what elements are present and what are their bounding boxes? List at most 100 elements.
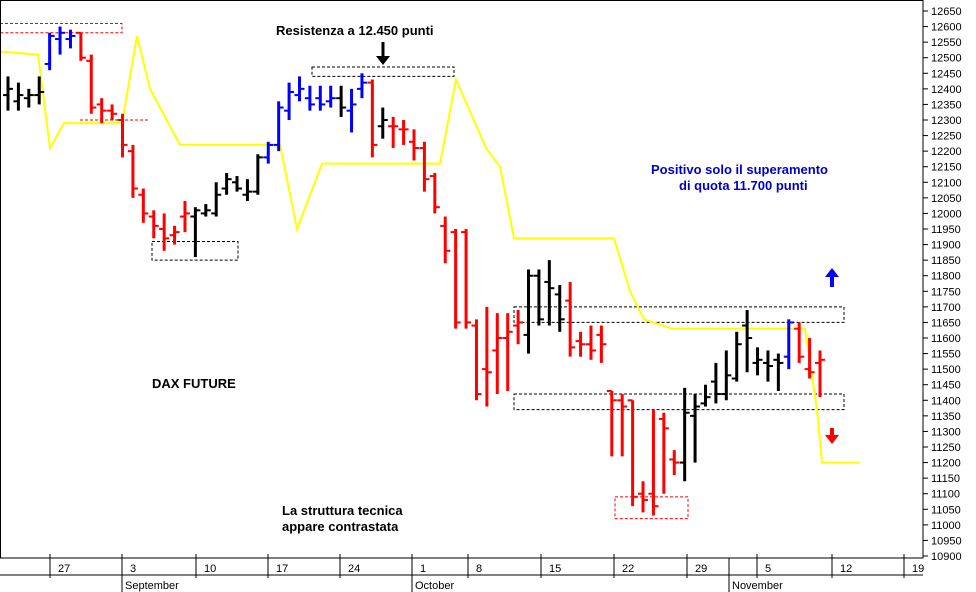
y-tick-label: 12450 xyxy=(931,68,962,80)
y-tick-label: 12050 xyxy=(931,193,962,205)
ohlc-bar xyxy=(429,172,440,214)
y-tick-label: 11250 xyxy=(931,442,961,454)
y-tick-label: 12350 xyxy=(931,99,962,111)
y-tick-label: 11650 xyxy=(931,317,961,329)
ohlc-bar xyxy=(232,176,243,192)
chart-title: DAX FUTURE xyxy=(152,376,236,391)
ohlc-bar xyxy=(190,207,201,258)
x-tick-label: 15 xyxy=(549,563,561,575)
x-tick-label: 27 xyxy=(58,563,70,575)
ohlc-bar xyxy=(211,182,222,217)
y-tick-label: 11350 xyxy=(931,411,961,423)
y-tick-label: 11200 xyxy=(931,458,961,470)
ohlc-bar xyxy=(3,76,13,111)
ohlc-bar xyxy=(523,269,534,354)
ohlc-bar xyxy=(773,353,784,391)
ohlc-bar xyxy=(242,179,253,201)
ohlc-bar xyxy=(450,229,461,329)
positive-annotation-line2: di quota 11.700 punti xyxy=(679,178,808,193)
ohlc-bar xyxy=(284,82,295,120)
structure-annotation-line1: La struttura tecnica xyxy=(282,503,403,518)
ohlc-bar xyxy=(679,387,690,482)
ohlc-bar xyxy=(294,76,305,102)
x-tick-label: 22 xyxy=(622,563,634,575)
y-tick-label: 11900 xyxy=(931,240,961,252)
y-tick-label: 11150 xyxy=(931,473,960,485)
ohlc-bar xyxy=(481,306,492,407)
x-tick-label: 8 xyxy=(476,563,482,575)
zone-october-low xyxy=(614,496,689,520)
y-tick-label: 12300 xyxy=(931,115,962,127)
ohlc-bar xyxy=(13,82,24,111)
ohlc-bar xyxy=(148,210,159,239)
ohlc-bar xyxy=(86,54,97,114)
down-arrow-red-icon xyxy=(825,428,839,444)
zone-upper-range xyxy=(513,306,845,323)
x-tick-label: 3 xyxy=(130,563,136,575)
ohlc-bar xyxy=(65,29,76,49)
ohlc-bar xyxy=(367,79,378,158)
month-label: October xyxy=(415,580,454,592)
ohlc-bar xyxy=(752,347,763,376)
up-arrow-blue-icon xyxy=(825,268,839,287)
resistance-annotation: Resistenza a 12.450 punti xyxy=(276,23,434,38)
ohlc-bar xyxy=(513,309,524,345)
ohlc-bar xyxy=(325,85,336,108)
ohlc-bar xyxy=(492,313,503,395)
ohlc-bar xyxy=(75,31,86,61)
ohlc-bar xyxy=(710,362,721,404)
y-tick-label: 11000 xyxy=(931,520,961,532)
y-tick-label: 11950 xyxy=(931,224,961,236)
ohlc-bar xyxy=(252,154,263,195)
y-tick-label: 10950 xyxy=(931,535,962,547)
ohlc-bar xyxy=(398,120,409,145)
ohlc-bar xyxy=(815,350,825,398)
ohlc-bar xyxy=(606,389,617,457)
y-tick-label: 11550 xyxy=(931,349,961,361)
zone-lower-range xyxy=(513,393,845,411)
y-tick-label: 12650 xyxy=(931,6,962,18)
x-tick-label: 24 xyxy=(348,563,360,575)
ohlc-bar xyxy=(127,144,138,198)
yellow-trend-line xyxy=(0,35,860,464)
ohlc-bar xyxy=(533,269,544,326)
ohlc-bar xyxy=(804,338,815,379)
ohlc-bar xyxy=(377,107,388,139)
ohlc-bar xyxy=(627,399,638,507)
x-tick-label: 1 xyxy=(420,563,426,575)
y-tick-label: 12150 xyxy=(931,162,962,174)
x-tick-label: 19 xyxy=(912,563,924,575)
ohlc-bar xyxy=(700,384,711,407)
ohlc-bar xyxy=(638,481,649,513)
y-tick-label: 11700 xyxy=(931,302,961,314)
ohlc-bar xyxy=(356,73,367,99)
ohlc-bar xyxy=(419,141,430,192)
zone-resistance-12450 xyxy=(311,66,455,77)
ohlc-bar xyxy=(315,85,326,111)
y-tick-label: 11850 xyxy=(931,255,961,267)
y-tick-label: 12550 xyxy=(931,37,962,49)
ohlc-bar xyxy=(159,213,170,251)
ohlc-bar xyxy=(263,141,274,164)
ohlc-bar xyxy=(554,285,565,332)
ohlc-bar xyxy=(690,394,701,463)
ohlc-bar xyxy=(544,260,555,326)
ohlc-bar xyxy=(138,188,149,223)
ohlc-bar xyxy=(44,32,55,71)
ohlc-bar xyxy=(669,450,680,476)
x-tick-label: 17 xyxy=(276,563,288,575)
ohlc-bar xyxy=(471,319,482,401)
x-tick-label: 29 xyxy=(695,563,707,575)
ohlc-bar xyxy=(742,309,753,373)
ohlc-bar xyxy=(794,322,805,363)
ohlc-bar xyxy=(55,26,66,55)
ohlc-bar xyxy=(117,113,128,158)
month-label: September xyxy=(125,580,179,592)
down-arrow-black-icon xyxy=(376,42,390,65)
month-label: November xyxy=(732,580,783,592)
y-tick-label: 12250 xyxy=(931,131,962,143)
ohlc-bar xyxy=(721,350,732,401)
ohlc-bar xyxy=(585,325,596,360)
y-tick-label: 12600 xyxy=(931,22,962,34)
ohlc-bar xyxy=(346,88,357,133)
